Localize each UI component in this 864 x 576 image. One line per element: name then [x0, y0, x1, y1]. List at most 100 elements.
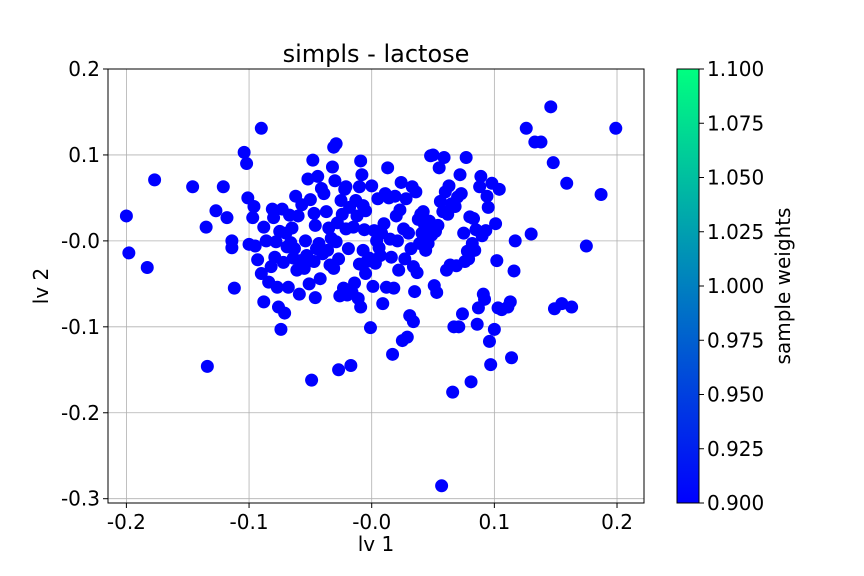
- data-point: [332, 363, 346, 377]
- data-point: [303, 193, 317, 207]
- data-point: [388, 189, 402, 203]
- data-point: [298, 234, 312, 248]
- data-point: [534, 135, 548, 149]
- data-point: [329, 235, 343, 249]
- data-point: [524, 227, 538, 241]
- data-point: [560, 176, 574, 190]
- data-point: [398, 252, 412, 266]
- data-point: [387, 281, 401, 295]
- data-point: [394, 175, 408, 189]
- x-tick-label: 0.1: [478, 510, 510, 534]
- data-point: [373, 248, 387, 262]
- data-point: [400, 330, 414, 344]
- data-point: [492, 182, 506, 196]
- data-point: [259, 234, 273, 248]
- data-point: [359, 204, 373, 218]
- data-point: [437, 151, 451, 165]
- data-point: [519, 121, 533, 135]
- data-point: [308, 218, 322, 232]
- data-point: [199, 220, 213, 234]
- colorbar-axis: 0.900 0.925 0.950 0.975 1.000 1.025 1.050 1.075…: [699, 57, 764, 515]
- data-point: [481, 200, 495, 214]
- data-point: [544, 100, 558, 114]
- data-point: [376, 297, 390, 311]
- data-point: [442, 179, 456, 193]
- data-point: [355, 168, 369, 182]
- data-point: [354, 300, 368, 314]
- data-point: [302, 277, 316, 291]
- data-point: [480, 189, 494, 203]
- data-point: [274, 322, 288, 336]
- data-point: [468, 243, 482, 257]
- data-point: [406, 315, 420, 329]
- data-point: [408, 285, 422, 299]
- data-point: [457, 226, 471, 240]
- colorbar-tick-label: 0.975: [707, 328, 764, 352]
- data-point: [432, 161, 446, 175]
- data-point: [431, 218, 445, 232]
- y-axis-label: lv 2: [29, 268, 53, 304]
- data-point: [363, 321, 377, 335]
- data-point: [490, 254, 504, 268]
- data-point: [339, 180, 353, 194]
- data-point: [216, 180, 230, 194]
- data-point: [297, 261, 311, 275]
- colorbar-tick-label: 1.000: [707, 274, 764, 298]
- colorbar-tick-label: 0.950: [707, 383, 764, 407]
- data-point: [579, 239, 593, 253]
- data-point: [479, 224, 493, 238]
- colorbar-tick-label: 1.025: [707, 220, 764, 244]
- colorbar-tick-label: 0.925: [707, 437, 764, 461]
- data-point: [220, 211, 234, 225]
- data-point: [186, 180, 200, 194]
- data-point: [257, 220, 271, 234]
- data-point: [200, 359, 214, 373]
- data-point: [225, 241, 239, 255]
- data-point: [390, 234, 404, 248]
- data-point: [392, 263, 406, 277]
- data-point: [446, 385, 460, 399]
- data-point: [489, 217, 503, 231]
- x-tick-label: -0.0: [352, 510, 391, 534]
- data-point: [321, 243, 335, 257]
- data-point: [328, 174, 342, 188]
- data-point: [402, 226, 416, 240]
- data-point: [473, 180, 487, 194]
- data-point: [478, 292, 492, 306]
- data-point: [270, 280, 284, 294]
- data-point: [366, 279, 380, 293]
- data-point: [393, 203, 407, 217]
- data-point: [269, 235, 283, 249]
- x-tick-label: 0.2: [601, 510, 633, 534]
- data-point: [311, 169, 325, 183]
- data-point: [399, 192, 413, 206]
- data-point: [301, 172, 315, 186]
- data-point: [555, 297, 569, 311]
- x-axis: -0.2 -0.1 -0.0 0.1 0.2: [107, 503, 633, 534]
- data-point: [344, 358, 358, 372]
- data-point: [317, 187, 331, 201]
- y-axis: 0.2 0.1 -0.0 -0.1 -0.2 -0.3: [61, 57, 108, 511]
- data-point: [453, 168, 467, 182]
- data-point: [257, 295, 271, 309]
- data-point: [292, 287, 306, 301]
- data-point: [435, 479, 449, 493]
- data-point: [276, 255, 290, 269]
- data-point: [455, 307, 469, 321]
- data-point: [365, 179, 379, 193]
- data-point: [565, 300, 579, 314]
- colorbar-tick-label: 0.900: [707, 491, 764, 515]
- data-point: [354, 154, 368, 168]
- data-point: [377, 217, 391, 231]
- colorbar-tick-label: 1.075: [707, 111, 764, 135]
- data-point: [484, 358, 498, 372]
- data-point: [285, 221, 299, 235]
- data-point: [287, 242, 301, 256]
- data-point: [503, 295, 517, 309]
- data-point: [459, 151, 473, 165]
- data-point: [332, 252, 346, 266]
- y-tick-label: 0.2: [68, 57, 100, 81]
- data-point: [307, 255, 321, 269]
- data-point: [384, 250, 398, 264]
